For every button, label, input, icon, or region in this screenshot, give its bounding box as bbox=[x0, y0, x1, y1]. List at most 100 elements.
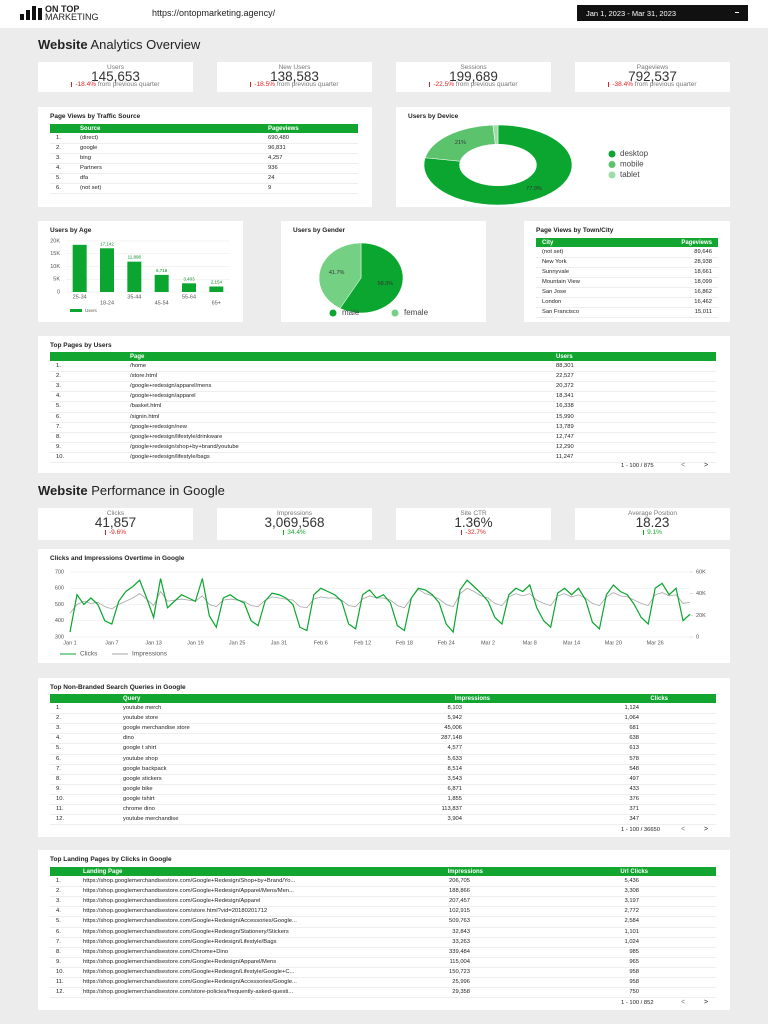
row-separator bbox=[50, 793, 716, 795]
row-separator bbox=[50, 462, 716, 463]
row-separator bbox=[50, 763, 716, 765]
bar bbox=[182, 283, 196, 292]
card: Users 145,653 -18.4% from previous quarter bbox=[38, 62, 193, 92]
x-tick-label: 45-54 bbox=[155, 300, 169, 306]
x-tick-label: Feb 18 bbox=[396, 640, 413, 646]
prev-page[interactable]: < bbox=[681, 462, 686, 469]
trend-arrow bbox=[105, 529, 106, 535]
row-separator bbox=[50, 733, 716, 735]
table-cell: /signin.html bbox=[130, 413, 160, 420]
prev-page[interactable]: < bbox=[681, 826, 686, 833]
table-cell: 497 bbox=[629, 775, 639, 782]
table-cell: google bbox=[80, 145, 98, 151]
y-tick-label: 0 bbox=[57, 289, 60, 295]
table-cell: 8,103 bbox=[447, 705, 462, 711]
next-page[interactable]: > bbox=[704, 826, 709, 833]
table-cell: Partners bbox=[80, 165, 102, 171]
table-cell: 18,661 bbox=[694, 269, 712, 275]
x-tick-label: Mar 2 bbox=[481, 640, 495, 646]
bar-label: 11,898 bbox=[128, 255, 142, 260]
prev-page[interactable]: < bbox=[681, 999, 686, 1006]
table-cell: 18,099 bbox=[694, 279, 712, 285]
table-cell: /home bbox=[130, 363, 147, 369]
card: Impressions 3,069,568 34.4% bbox=[217, 508, 372, 540]
table-cell: 28,938 bbox=[694, 259, 712, 265]
table-cell: 5,942 bbox=[447, 715, 462, 722]
table-cell: bing bbox=[80, 155, 91, 161]
date-picker[interactable]: Jan 1, 2023 - Mar 31, 2023 bbox=[577, 5, 748, 21]
logo-bottom: MARKETING bbox=[45, 12, 99, 22]
table-cell: google t shirt bbox=[123, 745, 157, 752]
kpi-change-line: -32.7% bbox=[396, 529, 551, 536]
slice-label: 58.3% bbox=[378, 281, 394, 287]
table-cell: 12. bbox=[56, 816, 65, 823]
table-cell: 9 bbox=[268, 185, 272, 191]
table-cell: 5,436 bbox=[624, 878, 639, 884]
table-cell: google backpack bbox=[123, 765, 167, 772]
table-cell: 4. bbox=[56, 908, 61, 915]
row-separator bbox=[50, 997, 716, 999]
kpi-label: Pageviews bbox=[636, 64, 669, 71]
x-tick-label: Feb 12 bbox=[354, 640, 371, 646]
table-cell: /basket.html bbox=[130, 403, 162, 410]
card: Top Landing Pages by Clicks in Google Lan… bbox=[38, 850, 730, 1010]
row-separator bbox=[50, 814, 716, 816]
date-range: Jan 1, 2023 - Mar 31, 2023 bbox=[586, 9, 677, 18]
table-cell: 1,124 bbox=[624, 705, 639, 711]
row-separator bbox=[50, 431, 716, 433]
legend-swatch bbox=[329, 309, 337, 317]
table-cell: 347 bbox=[629, 816, 639, 823]
pie-slice bbox=[492, 124, 499, 145]
x-tick-label: Jan 31 bbox=[271, 640, 288, 646]
row-separator bbox=[50, 946, 716, 948]
table-cell: 113,837 bbox=[441, 806, 462, 812]
next-page[interactable]: > bbox=[704, 999, 709, 1006]
table-cell: https://shop.googlemerchandisestore.com/… bbox=[83, 918, 297, 925]
legend-label: Clicks bbox=[80, 651, 98, 658]
table-cell: 1. bbox=[56, 878, 61, 884]
table-cell: 7. bbox=[56, 765, 61, 772]
x-tick-label: Mar 20 bbox=[605, 640, 622, 646]
card-title: Top Pages by Users bbox=[50, 342, 112, 349]
table-header-bar bbox=[536, 238, 718, 247]
row-separator bbox=[536, 257, 718, 258]
table-cell: 548 bbox=[629, 765, 639, 772]
table-cell: 578 bbox=[629, 755, 639, 762]
row-separator bbox=[536, 277, 718, 278]
table-cell: 1. bbox=[56, 705, 61, 711]
row-separator bbox=[50, 926, 716, 928]
bar-label: 17,142 bbox=[100, 241, 114, 246]
table-cell: 15,990 bbox=[556, 413, 574, 420]
kpi-value: 145,653 bbox=[91, 69, 140, 84]
card-title: Users by Device bbox=[408, 113, 459, 120]
y-tick-label: 600 bbox=[55, 586, 64, 592]
section-title: Website Analytics Overview bbox=[38, 37, 200, 52]
section-title: Website Performance in Google bbox=[38, 483, 225, 498]
legend-label: male bbox=[342, 308, 360, 317]
table-cell: https://shop.googlemerchandisestore.com/… bbox=[83, 958, 277, 965]
table-header: Users bbox=[556, 353, 573, 360]
bar-label: 3,403 bbox=[183, 276, 195, 281]
table-cell: 3,197 bbox=[624, 898, 639, 905]
table-cell: 207,457 bbox=[449, 898, 470, 905]
table-header: Pageviews bbox=[268, 125, 299, 132]
table-cell: 4. bbox=[56, 735, 61, 742]
table-cell: 16,462 bbox=[694, 299, 712, 305]
kpi-change-line: 9.1% bbox=[575, 529, 730, 536]
title-rest: Analytics Overview bbox=[90, 37, 201, 52]
card: Users by Age 0 5K 10K 15K 20K 25-34 17,142 18-24… bbox=[38, 221, 243, 322]
table-cell: 11. bbox=[56, 806, 64, 812]
table-header-bar bbox=[50, 694, 716, 703]
x-tick-label: Jan 19 bbox=[187, 640, 204, 646]
table-cell: 958 bbox=[629, 968, 639, 975]
x-tick-label: Jan 1 bbox=[63, 640, 76, 646]
table-cell: /google+redesign/apparel/mens bbox=[130, 383, 212, 390]
table-cell: 4,257 bbox=[268, 155, 283, 161]
row-separator bbox=[50, 401, 716, 403]
x-tick-label: 35-44 bbox=[127, 294, 141, 300]
row-separator bbox=[50, 743, 716, 745]
kpi-change-line: -9.6% bbox=[38, 529, 193, 536]
table-cell: https://shop.googlemerchandisestore.com/… bbox=[83, 948, 229, 955]
next-page[interactable]: > bbox=[704, 462, 709, 469]
table-cell: 4. bbox=[56, 393, 61, 400]
